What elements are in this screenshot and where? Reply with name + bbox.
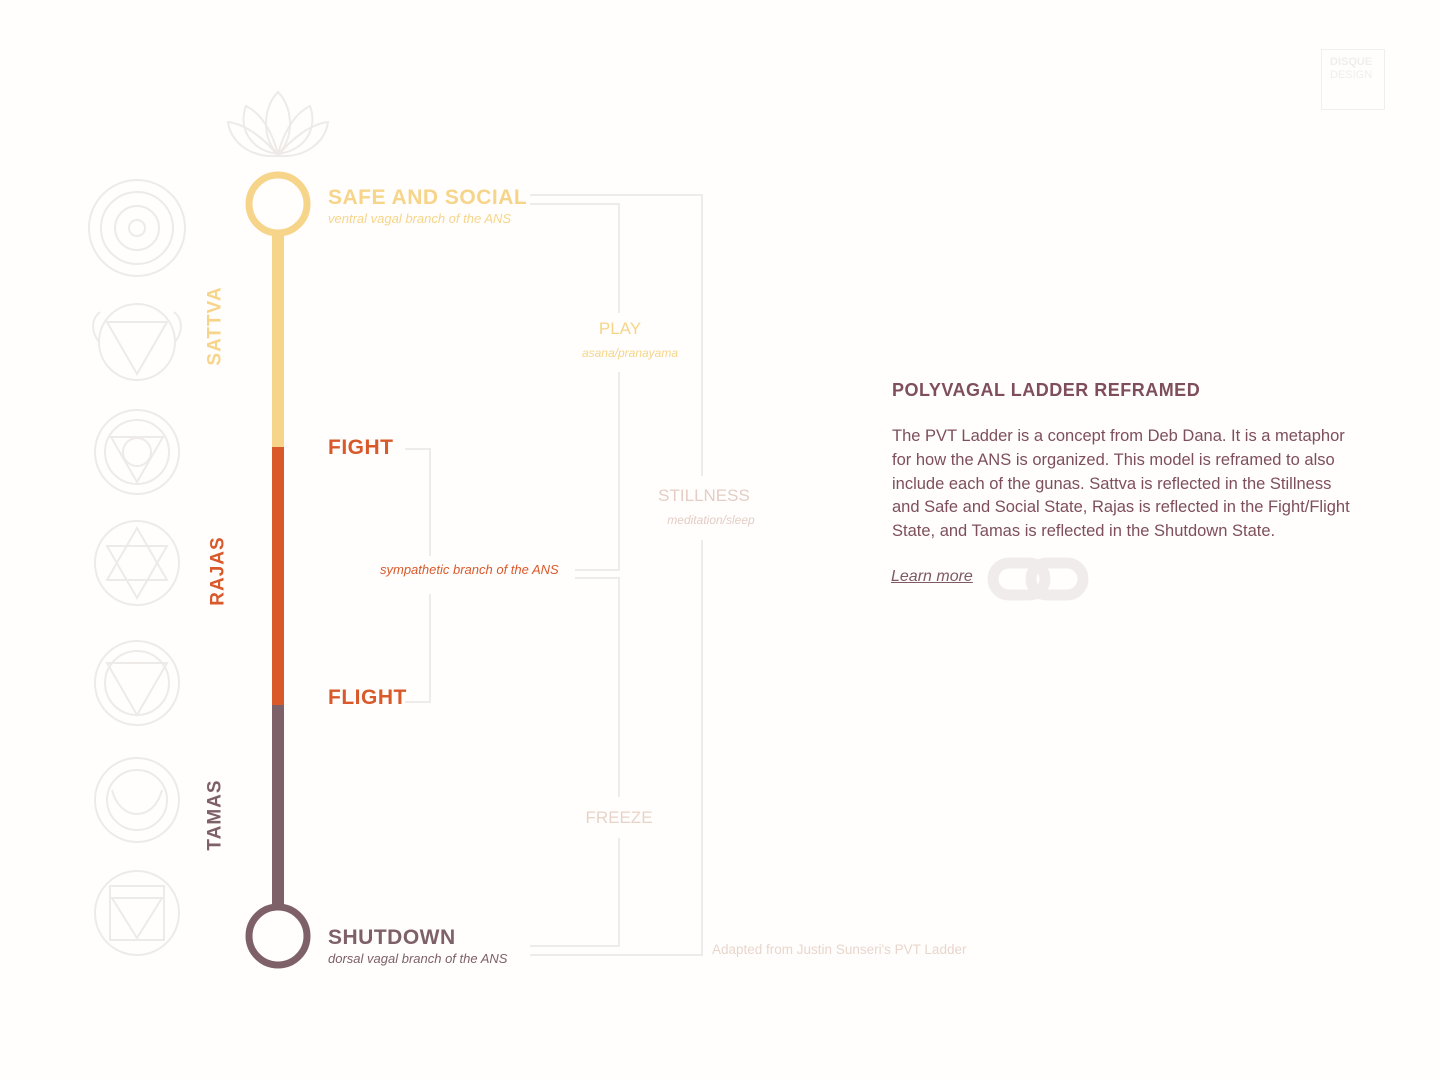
guna-sattva: SATTVA xyxy=(204,286,226,366)
learn-more-link[interactable]: Learn more xyxy=(891,568,973,585)
lotus-icon xyxy=(226,90,330,158)
state-fight-title: FIGHT xyxy=(328,436,394,459)
panel-body: The PVT Ladder is a concept from Deb Dan… xyxy=(892,427,1350,541)
safe-node xyxy=(245,171,311,237)
blend-freeze-title: FREEZE xyxy=(585,808,653,827)
anahata-chakra-icon xyxy=(94,520,180,606)
vishuddha-chakra-icon xyxy=(94,409,180,495)
sattva-segment xyxy=(272,232,284,448)
state-shutdown-subtitle: dorsal vagal branch of the ANS xyxy=(328,951,508,966)
tamas-segment xyxy=(272,705,284,910)
panel-title: POLYVAGAL LADDER REFRAMED xyxy=(892,380,1201,400)
state-safe-title: SAFE AND SOCIAL xyxy=(328,186,528,209)
state-flight-title: FLIGHT xyxy=(328,686,407,709)
logo-line2: DESIGN xyxy=(1330,69,1373,81)
blend-play-title: PLAY xyxy=(598,319,642,338)
guna-rajas: RAJAS xyxy=(207,536,229,606)
state-safe-subtitle: ventral vagal branch of the ANS xyxy=(328,211,512,226)
shutdown-node xyxy=(245,903,311,969)
muladhara-chakra-icon xyxy=(94,870,180,956)
logo-line1: DISQUE xyxy=(1330,56,1373,68)
sahasrara-chakra-icon xyxy=(88,179,186,277)
sympathetic-subtitle: sympathetic branch of the ANS xyxy=(380,562,559,577)
chakra-column xyxy=(88,90,330,956)
ladder xyxy=(245,171,311,969)
svadhishthana-chakra-icon xyxy=(94,757,180,843)
ajna-chakra-icon xyxy=(92,303,182,381)
state-shutdown-title: SHUTDOWN xyxy=(328,926,456,949)
credit-text: Adapted from Justin Sunseri's PVT Ladder xyxy=(712,942,967,957)
guna-tamas: TAMAS xyxy=(204,779,226,851)
blend-stillness-subtitle: meditation/sleep xyxy=(667,513,755,527)
link-icon[interactable] xyxy=(987,557,1089,601)
blend-play-subtitle: asana/pranayama xyxy=(581,346,679,360)
blend-stillness-title: STILLNESS xyxy=(658,486,750,505)
manipura-chakra-icon xyxy=(94,640,180,726)
logo-watermark: DISQUE DESIGN xyxy=(1321,49,1385,110)
rajas-segment xyxy=(272,447,284,706)
